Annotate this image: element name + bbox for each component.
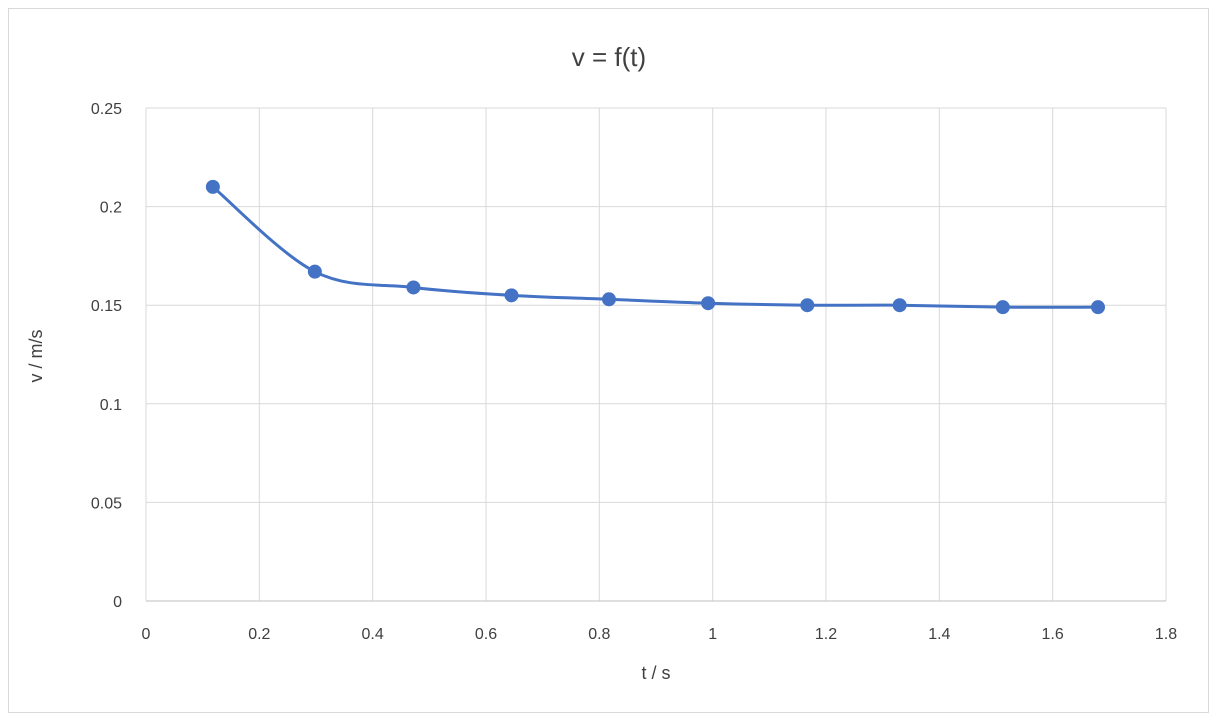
y-tick-label: 0.25 [91,101,122,118]
chart-area [8,8,1209,713]
data-point[interactable] [406,280,421,295]
data-point[interactable] [800,298,815,313]
data-point[interactable] [504,288,519,303]
gridlines [146,107,1167,601]
y-tick-label: 0.15 [91,298,122,315]
y-tick-label: 0.05 [91,495,122,512]
x-axis-title: t / s [641,663,670,683]
x-tick-label: 0.6 [475,626,497,643]
x-tick-label: 0.2 [248,626,270,643]
y-axis-title: v / m/s [26,330,46,383]
y-tick-label: 0.2 [100,200,122,217]
x-tick-label: 0.8 [588,626,610,643]
series-group [205,179,1105,315]
x-tick-label: 1.6 [1042,626,1064,643]
data-point[interactable] [205,179,220,194]
y-tick-label: 0 [113,594,122,611]
x-tick-label: 1.8 [1155,626,1177,643]
x-tick-label: 1.2 [815,626,837,643]
y-tick-label: 0.1 [100,397,122,414]
data-point[interactable] [1091,300,1105,315]
data-point[interactable] [601,292,616,307]
series-line [211,185,1100,309]
x-tick-label: 0.4 [362,626,384,643]
x-tick-labels: 0 0.2 0.4 0.6 0.8 1 1.2 1.4 1.6 1.8 [142,626,1178,643]
chart-title: v = f(t) [572,42,646,72]
data-point[interactable] [307,264,322,279]
x-tick-label: 0 [142,626,151,643]
data-point[interactable] [892,298,907,313]
data-point[interactable] [995,300,1010,315]
axes [145,108,1166,602]
data-point[interactable] [701,296,716,311]
x-tick-label: 1.4 [928,626,950,643]
y-tick-labels: 0 0.05 0.1 0.15 0.2 0.25 [91,101,122,611]
x-tick-label: 1 [708,626,717,643]
